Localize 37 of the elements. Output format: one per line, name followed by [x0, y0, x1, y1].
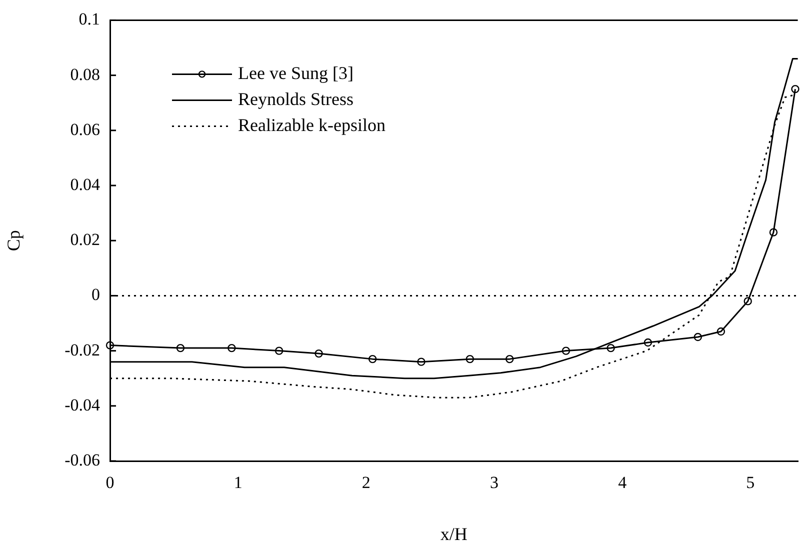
y-tick-label: 0.02 — [70, 230, 100, 250]
y-tick-label: 0.04 — [70, 174, 100, 194]
point — [314, 349, 323, 358]
y-tick-label: 0.06 — [70, 120, 100, 139]
x-tick-label: 5 — [746, 472, 755, 492]
x-tick-label: 0 — [106, 472, 114, 492]
point — [606, 344, 615, 352]
point — [506, 354, 514, 364]
point — [417, 358, 426, 366]
x-tick-label: 4 — [618, 472, 628, 492]
y-tick-label: -0.06 — [64, 450, 100, 470]
point — [562, 346, 570, 355]
y-tick-label: -0.02 — [64, 340, 100, 360]
point — [228, 344, 236, 352]
point — [694, 332, 702, 342]
point — [744, 297, 752, 306]
x-tick-label: 3 — [490, 472, 498, 492]
x-tick-label: 1 — [234, 472, 242, 492]
y-tick-label: 0.1 — [78, 10, 100, 29]
point — [644, 338, 652, 347]
point — [368, 354, 377, 364]
legend-label: Realizable k-epsilon — [238, 114, 386, 135]
y-tick-label: -0.04 — [64, 395, 100, 414]
point — [769, 228, 778, 236]
x-tick-label: 2 — [362, 472, 370, 492]
point — [106, 341, 114, 350]
legend-label: Reynolds Stress — [238, 88, 354, 109]
point — [466, 354, 474, 364]
y-tick-label: 0.08 — [70, 64, 100, 84]
point — [791, 84, 800, 94]
legend-label: Lee ve Sung [3] — [238, 62, 354, 83]
y-tick-label: 0 — [92, 285, 100, 304]
y-axis-title: Cp — [4, 230, 24, 252]
point — [176, 344, 185, 352]
point — [716, 327, 726, 336]
x-axis-title: x/H — [440, 524, 468, 544]
point — [274, 346, 284, 355]
